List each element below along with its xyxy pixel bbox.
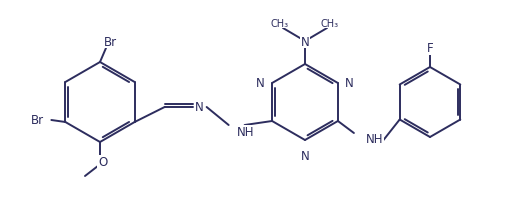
Text: F: F <box>427 42 433 55</box>
Text: N: N <box>300 35 310 48</box>
Text: CH₃: CH₃ <box>321 19 339 29</box>
Text: O: O <box>98 156 108 169</box>
Text: NH: NH <box>237 126 254 139</box>
Text: N: N <box>257 77 265 90</box>
Text: NH: NH <box>366 133 383 146</box>
Text: CH₃: CH₃ <box>271 19 289 29</box>
Text: N: N <box>345 77 354 90</box>
Text: N: N <box>300 149 310 162</box>
Text: Br: Br <box>104 35 117 48</box>
Text: Br: Br <box>31 114 44 127</box>
Text: N: N <box>195 101 204 114</box>
